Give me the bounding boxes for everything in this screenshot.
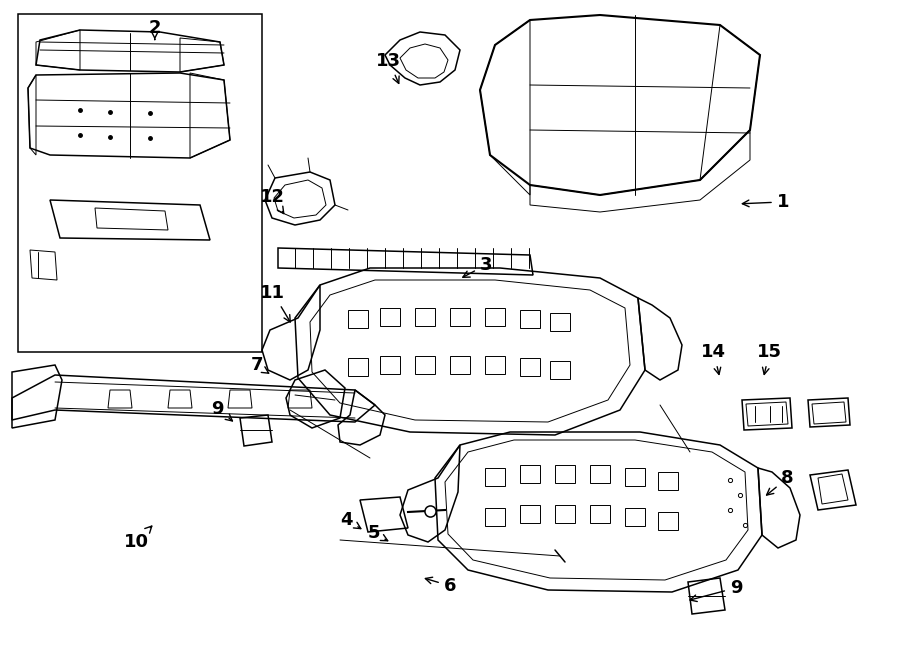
Text: 7: 7 (250, 356, 269, 375)
Text: 2: 2 (148, 19, 161, 40)
Text: 5: 5 (367, 524, 388, 542)
Text: 13: 13 (376, 52, 401, 83)
Text: 1: 1 (742, 193, 789, 211)
Text: 3: 3 (463, 256, 492, 277)
Text: 12: 12 (260, 188, 285, 214)
Text: 9: 9 (212, 400, 232, 421)
Text: 10: 10 (124, 526, 152, 551)
Text: 11: 11 (260, 283, 291, 322)
Text: 4: 4 (340, 510, 361, 529)
Text: 8: 8 (767, 469, 794, 495)
Text: 6: 6 (426, 577, 456, 595)
Text: 14: 14 (701, 343, 726, 375)
Text: 15: 15 (757, 343, 782, 375)
Text: 9: 9 (690, 579, 742, 602)
Bar (18, 14, 262, 352)
